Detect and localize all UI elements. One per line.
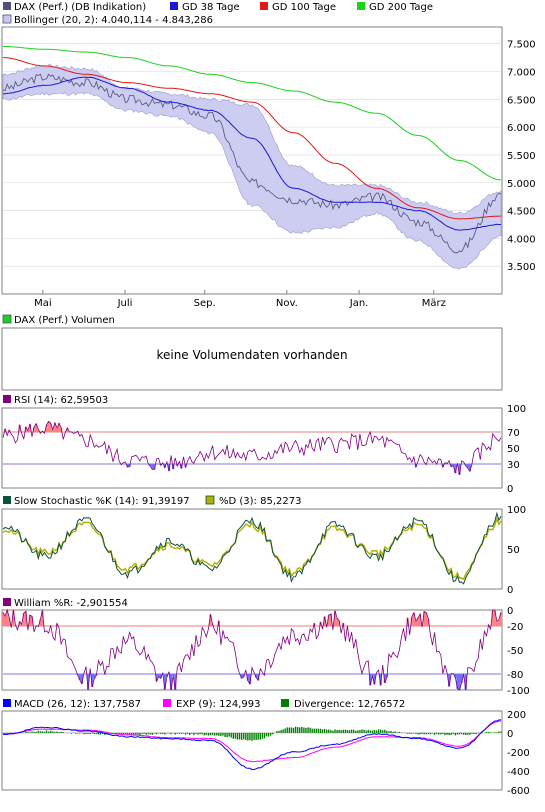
williams-y-tick-label: -50	[507, 646, 523, 657]
main-y-tick-label: 3.500	[507, 262, 536, 273]
main-grid	[3, 43, 501, 267]
gd38-line	[2, 76, 501, 231]
macd-y-tick-label: 200	[507, 710, 526, 721]
bollinger-legend: Bollinger (20, 2): 4.040,114 - 4.843,286	[14, 15, 213, 26]
main-y-tick-label: 6.000	[507, 123, 536, 134]
williams-legend-swatch	[3, 598, 11, 606]
gd200-line	[3, 46, 502, 181]
main-legend-swatch-gd200	[357, 2, 365, 10]
bollinger-legend-swatch	[2, 14, 12, 24]
rsi-legend: RSI (14): 62,59503	[14, 395, 108, 406]
stochastic-panel: Slow Stochastic %K (14): 91,39197 %D (3)…	[1, 495, 526, 596]
gd100-line	[3, 57, 501, 220]
macd-y-tick-label: 0	[507, 729, 513, 740]
main-y-tick-label: 5.500	[507, 151, 536, 162]
main-legend-swatch-gd38	[170, 2, 178, 10]
stoch-y-tick-label: 0	[507, 585, 513, 596]
exp-legend: EXP (9): 124,993	[176, 699, 260, 710]
macd-y-axis: 200 0 -200 -400 -600	[507, 710, 530, 797]
exp-line	[2, 720, 502, 763]
divergence-legend-swatch	[281, 699, 289, 707]
rsi-y-axis: 100 70 50 30 0	[507, 404, 526, 495]
rsi-series	[2, 420, 502, 475]
williams-y-tick-label: -100	[507, 686, 530, 697]
main-x-tick-label: Nov.	[276, 298, 298, 309]
main-plot-frame	[1, 26, 503, 295]
macd-y-tick-label: -600	[507, 786, 530, 797]
williams-y-tick-label: -20	[507, 622, 523, 633]
main-x-tick-label: Jan.	[349, 298, 369, 309]
stoch-d-line	[2, 516, 502, 581]
main-x-tick-label: März	[422, 298, 446, 309]
rsi-line	[2, 420, 502, 475]
macd-y-tick-label: -200	[507, 748, 530, 759]
rsi-y-tick-label: 70	[507, 428, 520, 439]
rsi-panel: RSI (14): 62,59503 100 70 50 30 0	[1, 395, 526, 495]
main-legend-swatch-gd100	[260, 2, 268, 10]
williams-line	[2, 608, 502, 691]
main-y-tick-label: 5.000	[507, 179, 536, 190]
main-x-axis: Mai Juli Sep. Nov. Jan. März	[34, 290, 446, 309]
macd-legend: MACD (26, 12): 137,7587	[14, 699, 141, 710]
main-x-tick-label: Sep.	[194, 298, 216, 309]
volume-panel: DAX (Perf.) Volumen keine Volumendaten v…	[1, 314, 503, 391]
volume-plot-frame	[1, 327, 503, 391]
main-legend-gd38: GD 38 Tage	[182, 2, 240, 13]
main-y-tick-label: 7.500	[507, 40, 536, 51]
main-y-tick-label: 4.500	[507, 207, 536, 218]
rsi-y-tick-label: 100	[507, 404, 526, 415]
macd-line	[2, 719, 502, 771]
williams-y-tick-label: 0	[507, 606, 513, 617]
stoch-y-tick-label: 100	[507, 505, 526, 516]
rsi-y-tick-label: 0	[507, 484, 513, 495]
williams-panel: William %R: -2,901554 0 -20 -50 -80 -100	[1, 598, 530, 697]
rsi-y-tick-label: 30	[507, 460, 520, 471]
divergence-legend: Divergence: 12,76572	[294, 699, 405, 710]
bollinger-band	[2, 64, 502, 270]
macd-y-tick-label: -400	[507, 767, 530, 778]
rsi-plot-frame	[1, 407, 503, 489]
exp-legend-swatch	[163, 699, 171, 707]
stoch-y-tick-label: 50	[507, 545, 520, 556]
stoch-k-legend-swatch	[3, 496, 11, 504]
macd-panel: MACD (26, 12): 137,7587 EXP (9): 124,993…	[1, 699, 530, 797]
main-y-axis: 7.500 7.000 6.500 6.000 5.500 5.000 4.500 4.000…	[507, 40, 536, 274]
main-legend-swatch-price	[3, 2, 11, 10]
stoch-d-legend-swatch	[205, 495, 215, 505]
stoch-k-line	[2, 511, 502, 585]
main-panel: DAX (Perf.) (DB Indikation) GD 38 Tage G…	[1, 2, 536, 309]
price-line	[2, 73, 502, 254]
williams-y-axis: 0 -20 -50 -80 -100	[507, 606, 530, 697]
main-legend-price: DAX (Perf.) (DB Indikation)	[14, 2, 146, 13]
williams-legend: William %R: -2,901554	[14, 598, 128, 609]
main-x-tick-label: Juli	[117, 298, 133, 309]
main-y-tick-label: 7.000	[507, 68, 536, 79]
volume-empty-message: keine Volumendaten vorhanden	[156, 348, 347, 362]
volume-legend-swatch	[2, 314, 12, 324]
main-y-tick-label: 6.500	[507, 95, 536, 106]
main-legend-gd100: GD 100 Tage	[272, 2, 336, 13]
williams-plot-frame	[1, 609, 503, 691]
rsi-legend-swatch	[3, 395, 11, 403]
macd-series	[2, 719, 502, 771]
volume-legend: DAX (Perf.) Volumen	[14, 315, 115, 326]
main-series	[2, 46, 502, 270]
stoch-k-legend: Slow Stochastic %K (14): 91,39197	[14, 496, 190, 507]
rsi-y-tick-label: 50	[507, 444, 520, 455]
stoch-y-axis: 100 50 0	[507, 505, 526, 596]
macd-plot-frame	[1, 710, 503, 791]
stoch-d-legend: %D (3): 85,2273	[219, 496, 301, 507]
main-y-tick-label: 4.000	[507, 234, 536, 245]
main-x-tick-label: Mai	[34, 298, 52, 309]
macd-legend-swatch	[3, 699, 11, 707]
stoch-plot-frame	[1, 508, 503, 590]
williams-y-tick-label: -80	[507, 670, 523, 681]
main-legend-gd200: GD 200 Tage	[369, 2, 433, 13]
stoch-series	[2, 511, 502, 585]
williams-series	[1, 608, 503, 691]
